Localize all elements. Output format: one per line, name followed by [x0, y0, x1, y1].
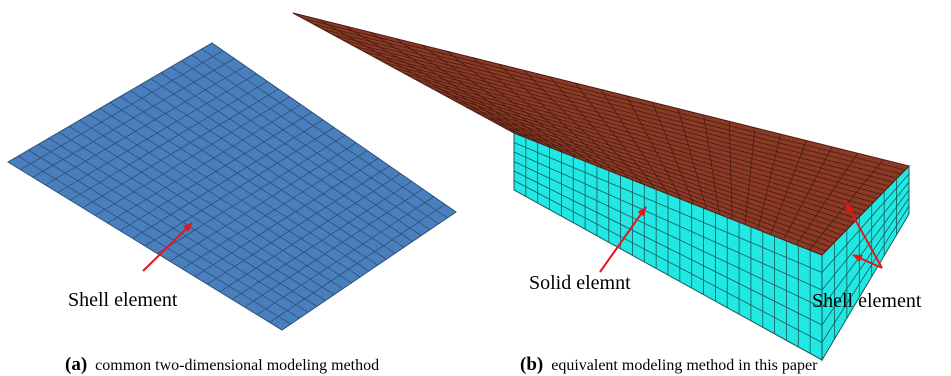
annotation: Solid elemnt: [529, 272, 631, 294]
caption-text: common two-dimensional modeling method: [95, 357, 379, 374]
caption: (b) equivalent modeling method in this p…: [520, 354, 818, 375]
annotation: Shell element: [812, 290, 922, 312]
mesh-face: [8, 43, 456, 330]
caption: (a) common two-dimensional modeling meth…: [65, 354, 379, 375]
caption-label: (a): [65, 354, 87, 375]
caption-text: equivalent modeling method in this paper: [551, 357, 818, 374]
caption-label: (b): [520, 354, 543, 375]
figure: Shell element (a) common two-dimensional…: [0, 0, 951, 376]
annotation: Shell element: [68, 289, 178, 311]
